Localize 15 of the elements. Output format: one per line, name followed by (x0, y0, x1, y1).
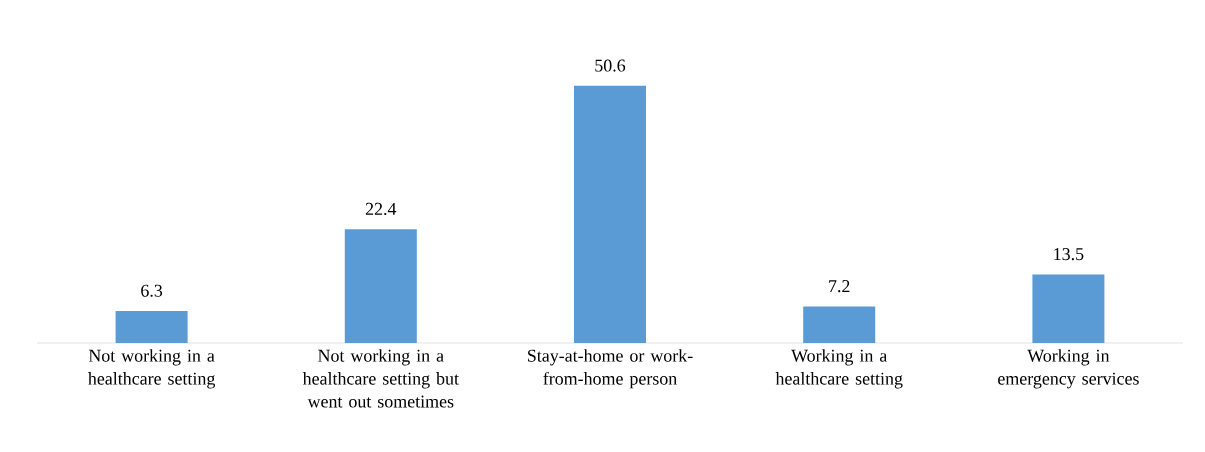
bar (803, 306, 876, 343)
x-tick-label: Not working in a healthcare setting (88, 349, 216, 389)
bar (574, 85, 646, 343)
data-label: 22.4 (365, 202, 397, 215)
bar (1032, 274, 1105, 343)
data-label: 6.3 (141, 284, 163, 297)
bar (344, 229, 417, 343)
data-label: 7.2 (829, 280, 850, 293)
data-label: 50.6 (595, 59, 626, 72)
x-tick-label: Working in a healthcare setting (775, 349, 903, 389)
data-label: 13.5 (1054, 248, 1084, 261)
x-tick-label: Working in emergency services (998, 349, 1139, 389)
bar (115, 310, 188, 343)
x-tick-label: Not working in a healthcare setting but went out sometimes (302, 349, 459, 408)
x-tick-label: Stay-at-home or work-from-home person (528, 349, 693, 389)
